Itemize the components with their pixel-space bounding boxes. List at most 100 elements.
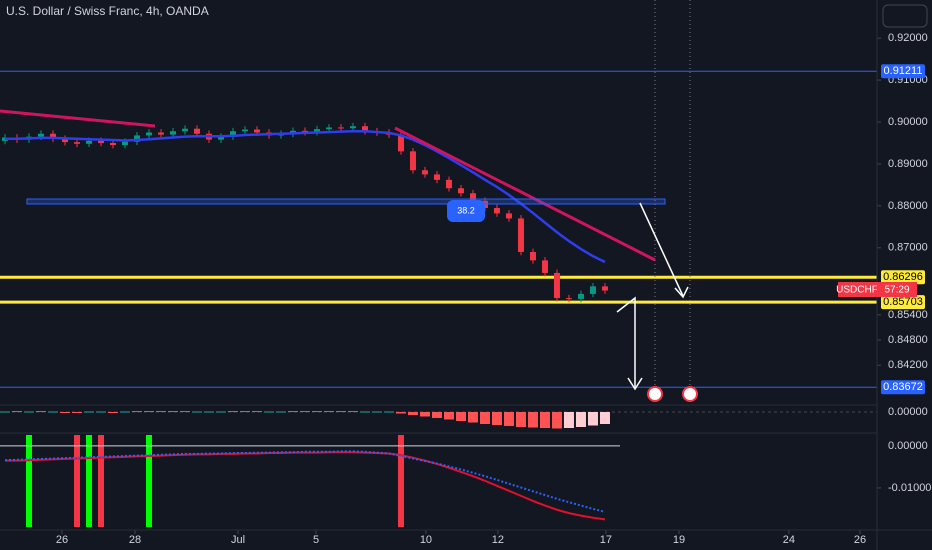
histogram-bar [383, 411, 394, 413]
level-label: 0.83672 [883, 381, 923, 393]
x-tick-label: 12 [492, 534, 504, 546]
y-tick-label: 0.00000 [888, 440, 928, 452]
candle-body [253, 129, 260, 133]
histogram-bar [143, 411, 154, 412]
histogram-bar [155, 411, 166, 412]
candle-body [145, 132, 152, 136]
oscillator-line [4, 450, 606, 513]
y-tick-label: 0.87000 [888, 242, 928, 254]
y-tick-label: 0.84800 [888, 334, 928, 346]
x-tick-label: 17 [600, 534, 612, 546]
level-box [881, 295, 925, 310]
histogram-bar [275, 411, 286, 413]
level-label: 0.91211 [884, 65, 923, 77]
histogram-bar [455, 412, 466, 421]
countdown: 57:29 [884, 285, 909, 296]
x-tick-label: 26 [56, 534, 68, 546]
y-tick-label: 0.92000 [888, 32, 928, 44]
histogram-bar [395, 412, 406, 414]
candle-body [241, 129, 248, 132]
event-flag[interactable] [647, 386, 663, 402]
x-tick-label: 26 [854, 534, 866, 546]
histogram-bar [59, 412, 70, 413]
candle-body [409, 151, 416, 171]
candle-body [589, 286, 596, 294]
histogram-bar [587, 412, 598, 426]
histogram-bar [0, 411, 11, 413]
candle-body [505, 213, 512, 219]
symbol-box [838, 282, 877, 297]
annotation-box [447, 200, 485, 222]
histogram-bar [11, 411, 22, 412]
histogram-bar [575, 412, 586, 427]
candle-body [181, 128, 188, 132]
y-tick-label: 0.84200 [888, 359, 928, 371]
candle-body [313, 129, 320, 133]
x-tick-label: 19 [673, 534, 685, 546]
histogram-bar [179, 411, 190, 412]
trend-line [394, 126, 656, 262]
x-tick-label: 10 [420, 534, 432, 546]
level-box [881, 270, 925, 285]
histogram-bar [551, 412, 562, 429]
candle-body [445, 179, 452, 189]
level-box [881, 64, 925, 79]
candle-body [397, 134, 404, 152]
candle-body [49, 133, 56, 139]
candle-body [301, 130, 308, 133]
histogram-bar [563, 412, 574, 428]
level-label: 0.85703 [883, 296, 923, 308]
symbol: USDCHF [836, 285, 878, 296]
histogram-bar [71, 412, 82, 413]
histogram-bar [359, 411, 370, 413]
button[interactable] [882, 4, 928, 28]
histogram-bar [215, 411, 226, 413]
histogram-bar [119, 411, 130, 413]
histogram-bar [599, 412, 610, 424]
histogram-bar [407, 412, 418, 415]
trend-line [0, 109, 156, 128]
histogram-bar [23, 411, 34, 413]
level-box [881, 380, 925, 395]
event-flag[interactable] [682, 386, 698, 402]
candle-body [169, 131, 176, 135]
signal-bar [145, 435, 152, 527]
arrow [639, 202, 684, 297]
histogram-bar [299, 411, 310, 412]
histogram-bar [83, 411, 94, 413]
signal-bar [85, 435, 92, 527]
histogram-bar [335, 411, 346, 412]
x-tick-label: 5 [313, 534, 319, 546]
arrowhead [627, 377, 643, 391]
candle-body [97, 140, 104, 143]
candle-body [469, 193, 476, 201]
candle-body [337, 127, 344, 129]
candle-body [553, 272, 560, 299]
signal-bar [25, 435, 32, 527]
candle-body [157, 132, 164, 135]
y-tick-label: 0.88000 [888, 200, 928, 212]
histogram-bar [371, 411, 382, 413]
histogram-bar [323, 411, 334, 412]
histogram-bar [95, 411, 106, 413]
countdown-box [877, 282, 917, 297]
histogram-bar [107, 412, 118, 413]
signal-bar [97, 435, 104, 527]
y-tick-label: -0.01000 [888, 482, 931, 494]
x-tick-label: Jul [231, 534, 245, 546]
histogram-bar [191, 411, 202, 413]
candle-body [85, 140, 92, 144]
arrowhead [674, 286, 689, 299]
candle-body [565, 298, 572, 300]
y-tick-label: 0.89000 [888, 158, 928, 170]
y-tick-label: 0.85400 [888, 309, 928, 321]
candle-body [421, 170, 428, 175]
histogram-bar [167, 411, 178, 412]
histogram-bar [239, 411, 250, 412]
signal-bar [397, 435, 404, 527]
histogram-bar [311, 411, 322, 412]
histogram-bar [227, 411, 238, 412]
histogram-bar [251, 411, 262, 412]
